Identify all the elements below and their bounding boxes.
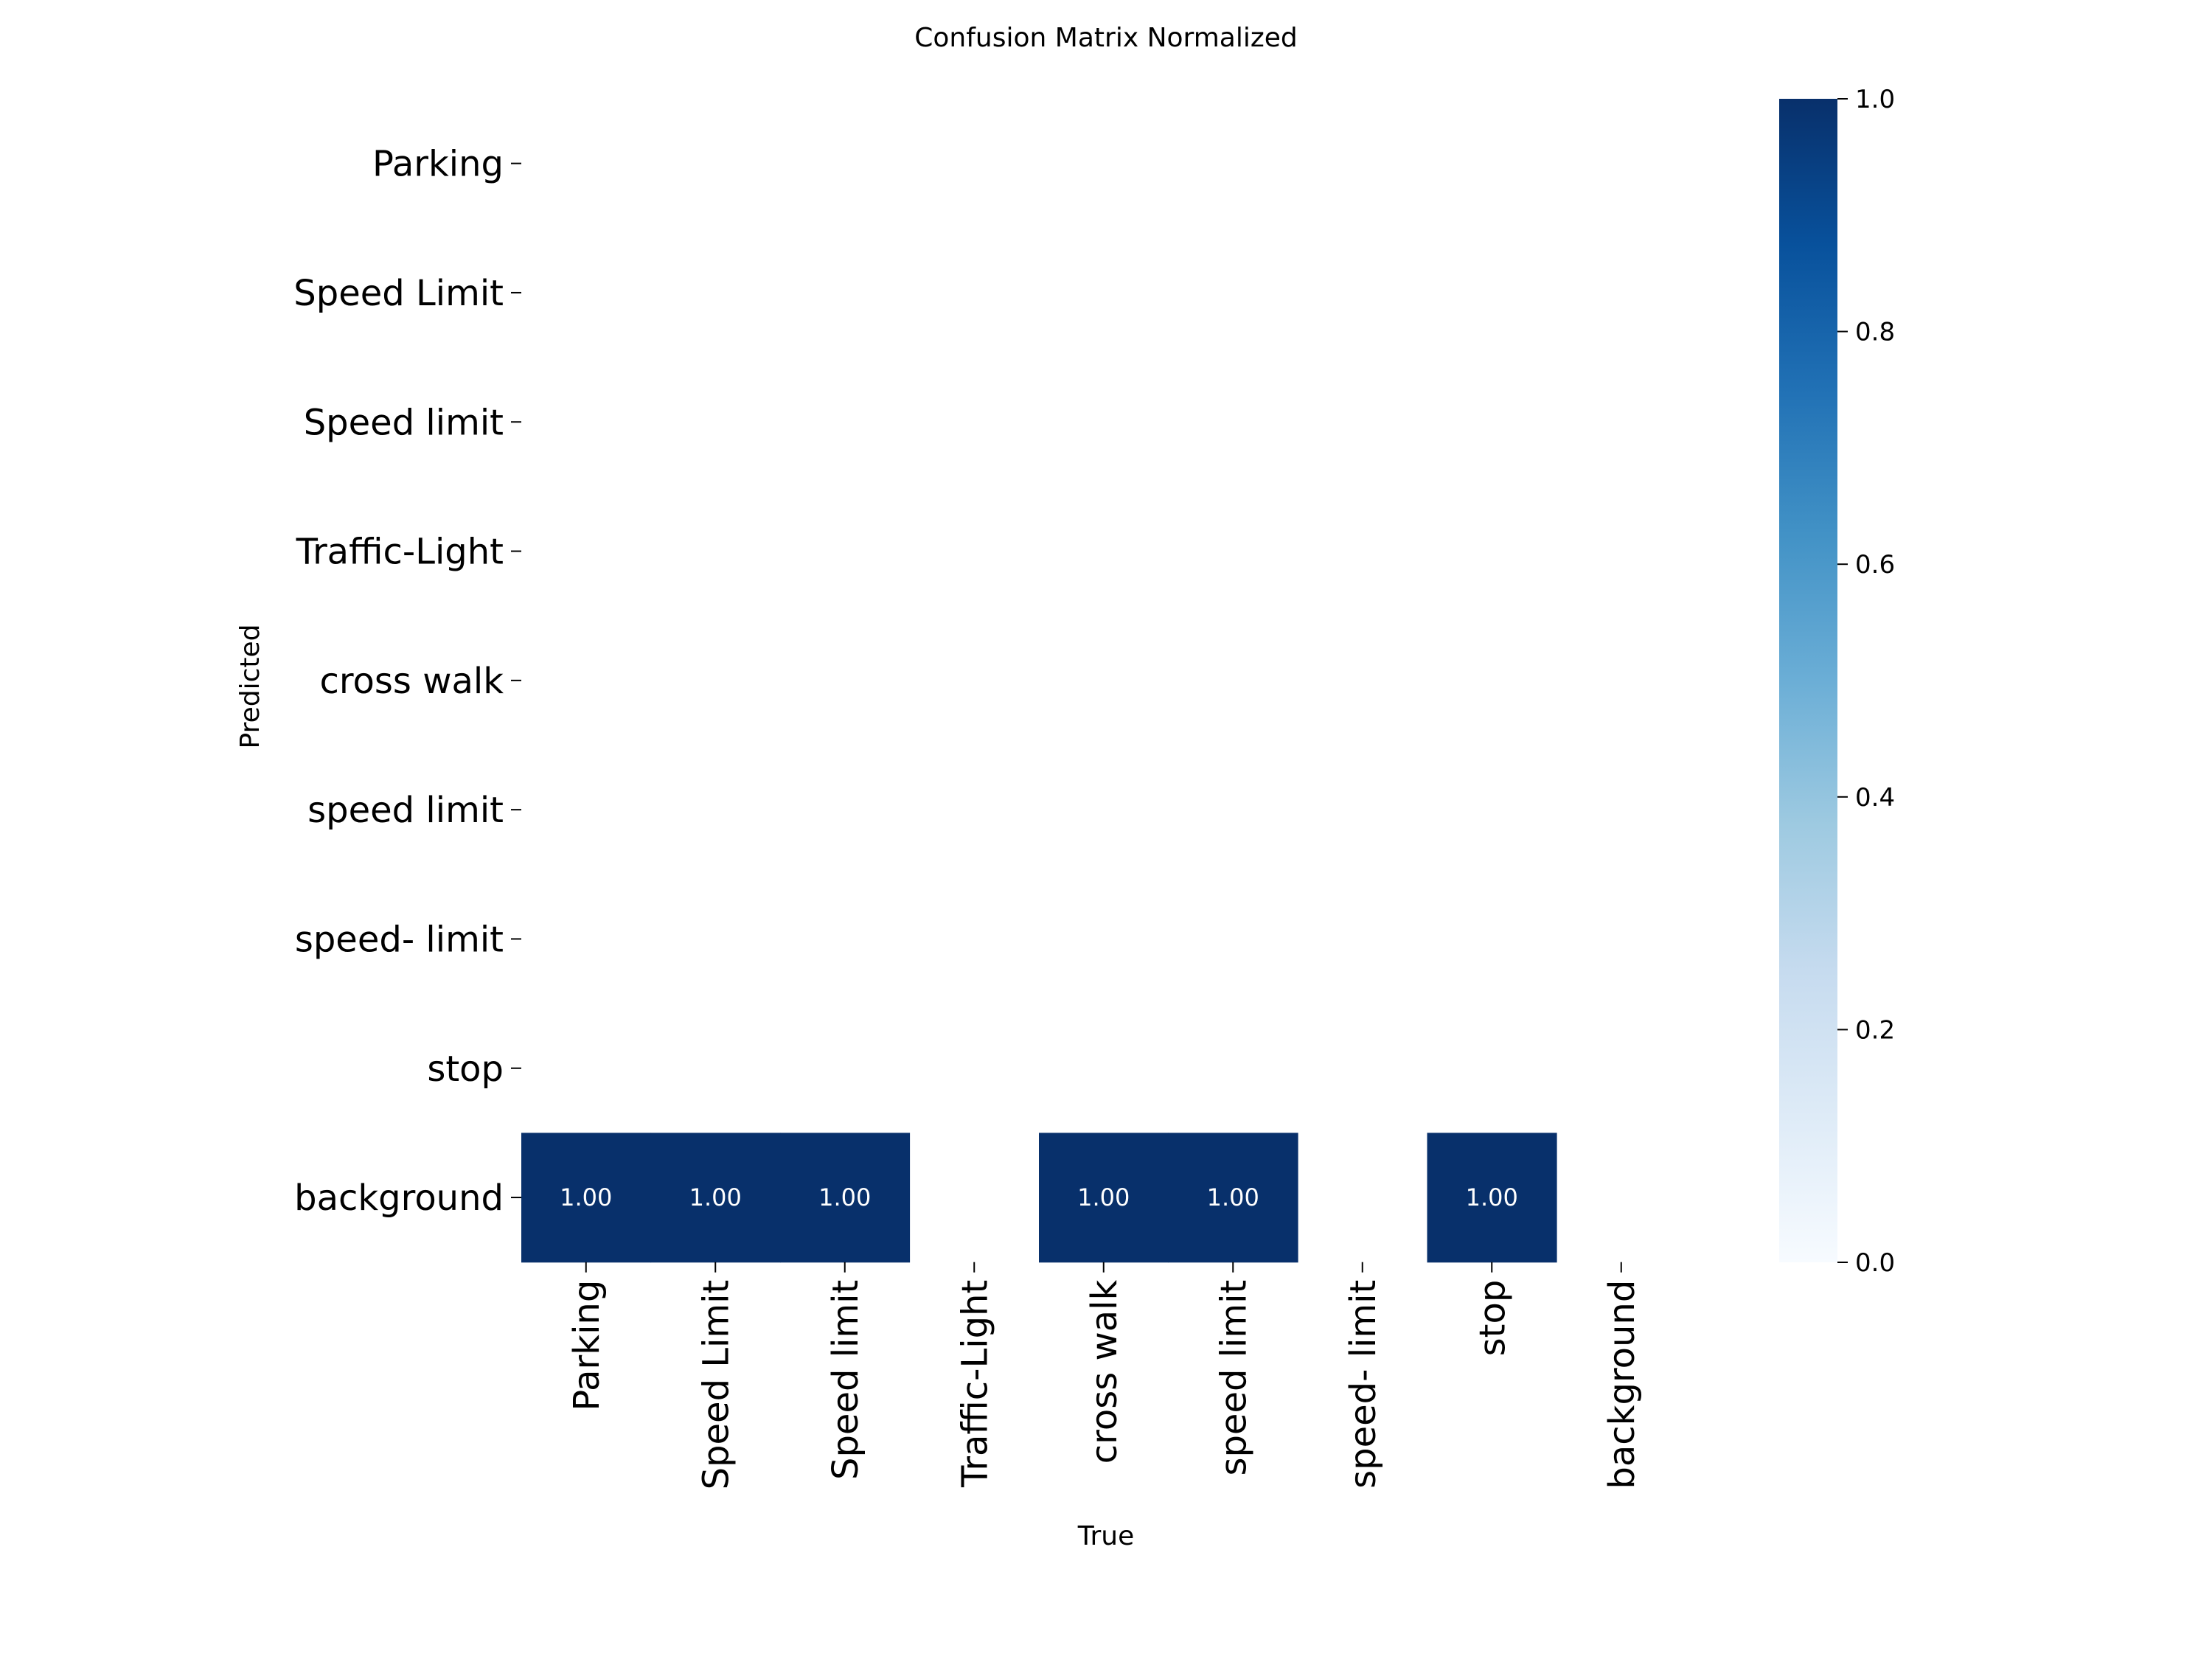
cell-value-label: 1.00 bbox=[560, 1183, 612, 1211]
y-tick-label: Traffic-Light bbox=[296, 532, 504, 573]
heatmap-cell bbox=[650, 1133, 781, 1263]
y-tick-label: cross walk bbox=[319, 661, 504, 702]
colorbar-tick-label: 0.2 bbox=[1855, 1015, 1895, 1045]
heatmap-cell bbox=[1168, 1133, 1298, 1263]
colorbar-gradient bbox=[1779, 99, 1837, 1262]
cell-value-label: 1.00 bbox=[1207, 1183, 1259, 1211]
x-axis-ticks: Parking Speed Limit Speed limit Traffic-Lig… bbox=[566, 1262, 1643, 1490]
x-tick-label: cross walk bbox=[1084, 1279, 1125, 1464]
y-axis-label: Predicted bbox=[235, 625, 265, 749]
x-tick-label: background bbox=[1601, 1280, 1643, 1489]
x-tick-label: Speed limit bbox=[825, 1280, 866, 1480]
y-tick-label: stop bbox=[427, 1048, 504, 1090]
cell-value-labels: 1.00 1.00 1.00 1.00 1.00 1.00 bbox=[560, 1183, 1518, 1211]
cell-value-label: 1.00 bbox=[818, 1183, 871, 1211]
colorbar-ticks: 0.0 0.2 0.4 0.6 0.8 1.0 bbox=[1837, 85, 1895, 1278]
cell-value-label: 1.00 bbox=[1466, 1183, 1518, 1211]
colorbar-tick-label: 0.6 bbox=[1855, 550, 1895, 580]
colorbar: 0.0 0.2 0.4 0.6 0.8 1.0 bbox=[1779, 85, 1895, 1278]
heatmap-cell bbox=[780, 1133, 911, 1263]
y-axis-ticks: Parking Speed Limit Speed limit Traffic-Lig… bbox=[293, 144, 521, 1219]
y-tick-label: Speed Limit bbox=[293, 273, 504, 314]
heatmap-cell bbox=[521, 1133, 652, 1263]
y-tick-label: Parking bbox=[372, 144, 504, 185]
x-tick-label: speed- limit bbox=[1343, 1280, 1384, 1489]
cell-value-label: 1.00 bbox=[689, 1183, 742, 1211]
x-tick-label: speed limit bbox=[1213, 1280, 1254, 1476]
x-tick-label: Parking bbox=[566, 1280, 608, 1411]
heatmap-cell bbox=[1039, 1133, 1169, 1263]
heatmap-cells bbox=[521, 1133, 1557, 1263]
x-axis-label: True bbox=[1077, 1521, 1134, 1551]
y-tick-label: background bbox=[294, 1178, 504, 1219]
x-tick-label: stop bbox=[1472, 1280, 1513, 1357]
x-tick-label: Speed Limit bbox=[695, 1280, 737, 1490]
colorbar-tick-label: 0.4 bbox=[1855, 783, 1895, 813]
colorbar-tick-label: 0.0 bbox=[1855, 1248, 1895, 1278]
colorbar-tick-label: 0.8 bbox=[1855, 318, 1895, 347]
cell-value-label: 1.00 bbox=[1077, 1183, 1130, 1211]
colorbar-tick-label: 1.0 bbox=[1855, 85, 1895, 114]
y-tick-label: Speed limit bbox=[304, 402, 504, 443]
x-tick-label: Traffic-Light bbox=[954, 1280, 995, 1488]
heatmap-cell bbox=[1427, 1133, 1557, 1263]
y-tick-label: speed- limit bbox=[295, 919, 504, 960]
y-tick-label: speed limit bbox=[307, 790, 504, 831]
chart-title: Confusion Matrix Normalized bbox=[914, 23, 1297, 53]
